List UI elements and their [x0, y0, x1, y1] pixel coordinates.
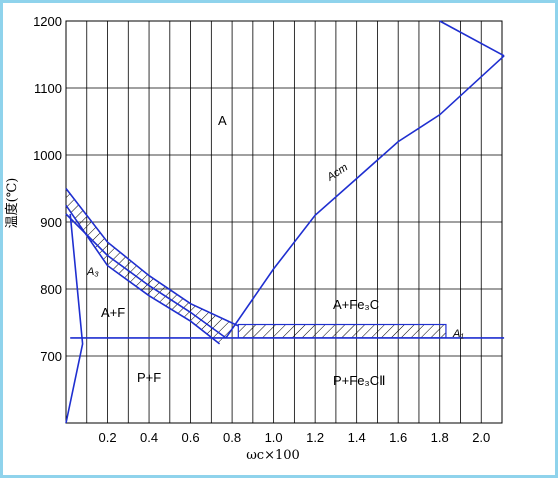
- tick-labels: 0.2 0.4 0.6 0.8 1.0 1.2 1.4 1.6 1.8 2.0 1200 1100 10…: [33, 14, 490, 445]
- y-tick-label-2: 1000: [33, 148, 62, 163]
- line-a3: [65, 213, 227, 339]
- x-tick-label-8: 1.8: [431, 430, 449, 445]
- curve-labels: A₃ Acm A₁: [86, 161, 464, 340]
- region-austenite: A: [218, 113, 227, 128]
- phase-lines: [65, 20, 505, 424]
- a1-label: A₁: [452, 328, 464, 340]
- y-tick-label-0: 1200: [33, 14, 62, 29]
- a1-hatch-band: [237, 323, 447, 339]
- a3-hatch-band: [66, 188, 239, 344]
- line-ferrite-solvus: [65, 213, 84, 424]
- x-tick-label-7: 1.6: [389, 430, 407, 445]
- y-tick-label-1: 1100: [34, 81, 62, 96]
- acm-label: Acm: [324, 161, 350, 184]
- y-tick-label-3: 900: [40, 215, 62, 230]
- region-austenite-cementite: A+Fe₃C: [333, 297, 379, 312]
- iron-carbon-phase-diagram: 0.2 0.4 0.6 0.8 1.0 1.2 1.4 1.6 1.8 2.0 1200 1100 10…: [4, 14, 505, 463]
- region-austenite-ferrite: A+F: [101, 305, 125, 320]
- x-tick-label-9: 2.0: [472, 430, 490, 445]
- x-tick-label-0: 0.2: [98, 430, 116, 445]
- x-tick-label-6: 1.4: [348, 430, 366, 445]
- grid: [65, 20, 503, 424]
- x-tick-label-2: 0.6: [182, 430, 200, 445]
- line-acm: [225, 55, 505, 339]
- region-pearlite-ferrite: P+F: [137, 370, 161, 385]
- x-tick-label-4: 1.0: [265, 430, 283, 445]
- y-tick-label-4: 800: [40, 282, 62, 297]
- x-tick-label-1: 0.4: [140, 430, 158, 445]
- region-labels: A A+F A+Fe₃C P+F P+Fe₃CⅡ: [101, 113, 386, 388]
- y-tick-label-5: 700: [40, 349, 62, 364]
- a3-label: A₃: [86, 266, 99, 278]
- region-pearlite-cementite: P+Fe₃CⅡ: [333, 373, 386, 388]
- x-tick-label-3: 0.8: [223, 430, 241, 445]
- line-a3-cooling: [65, 204, 221, 345]
- y-axis-title: 温度(℃): [4, 178, 20, 229]
- line-a3-heating: [65, 188, 239, 327]
- x-tick-label-5: 1.2: [306, 430, 324, 445]
- x-axis-title: ωc×100: [246, 448, 300, 463]
- line-upper-right: [439, 20, 505, 57]
